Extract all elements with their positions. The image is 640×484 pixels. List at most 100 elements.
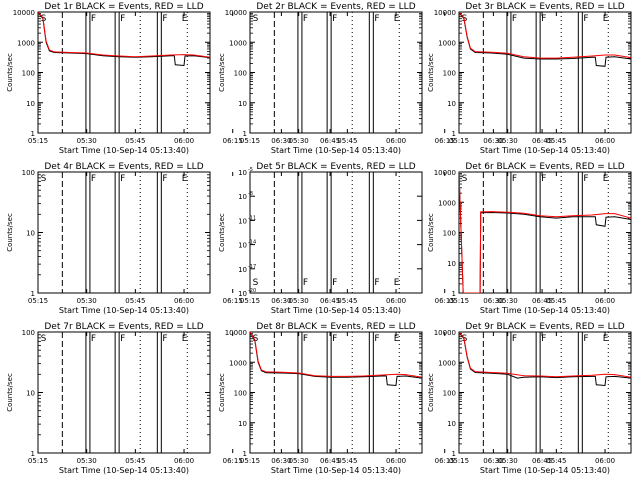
- y-tick-label: 10: [238, 169, 247, 177]
- x-tick-label: 06:15: [223, 457, 243, 465]
- marker-label-f: F: [512, 174, 517, 184]
- x-tick-label: 05:30: [289, 297, 309, 305]
- panel-title: Det 1r BLACK = Events, RED = LLD: [44, 2, 203, 12]
- y-tick-exponent: -5: [248, 167, 253, 173]
- marker-label-f: F: [512, 14, 517, 24]
- panel-1: Det 1r BLACK = Events, RED = LLD Counts/s…: [6, 2, 340, 155]
- y-tick-exponent: -8: [248, 191, 253, 197]
- marker-label-e: E: [182, 174, 188, 184]
- panel-title: Det 8r BLACK = Events, RED = LLD: [256, 322, 415, 332]
- marker-label-e: E: [394, 334, 400, 344]
- y-tick-label: 10000: [225, 9, 247, 17]
- x-tick-label: 05:15: [240, 457, 260, 465]
- x-axis-label: Start Time (10-Sep-14 05:13:40): [271, 466, 401, 475]
- y-tick-label: 10: [238, 290, 247, 298]
- marker-label-f: F: [91, 174, 96, 184]
- panel-title: Det 3r BLACK = Events, RED = LLD: [465, 2, 624, 12]
- x-tick-label: 06:15: [435, 137, 455, 145]
- y-tick-label: 10: [26, 390, 35, 398]
- x-tick-label: 06:15: [435, 457, 455, 465]
- series-lld: [459, 332, 631, 378]
- x-tick-label: 05:45: [546, 137, 566, 145]
- x-tick-label: 06:00: [595, 297, 615, 305]
- marker-label-f: F: [162, 14, 167, 24]
- y-tick-exponent: -17: [248, 264, 256, 270]
- panel-3: Det 3r BLACK = Events, RED = LLD Counts/s…: [427, 2, 632, 155]
- x-axis-label: Start Time (10-Sep-14 05:13:40): [480, 466, 610, 475]
- marker-label-f: F: [162, 174, 167, 184]
- y-tick-label: 100: [234, 390, 247, 398]
- y-tick-label: 10: [447, 100, 456, 108]
- series-lld: [459, 172, 631, 293]
- marker-label-f: F: [541, 14, 546, 24]
- x-tick-label: 05:15: [28, 457, 48, 465]
- marker-label-f: F: [541, 334, 546, 344]
- y-tick-label: 1000: [17, 39, 35, 47]
- y-tick-label: 10000: [434, 329, 456, 337]
- plot-frame: [37, 331, 211, 454]
- x-tick-label: 05:45: [546, 457, 566, 465]
- y-tick-label: 100: [443, 230, 456, 238]
- marker-label-f: F: [374, 334, 379, 344]
- x-tick-label: 05:15: [28, 137, 48, 145]
- x-tick-label: 05:15: [449, 457, 469, 465]
- x-tick-label: 05:30: [498, 457, 518, 465]
- y-axis-label: Counts/sec: [427, 373, 435, 412]
- marker-label-f: F: [332, 14, 337, 24]
- y-tick-label: 10: [238, 242, 247, 250]
- x-tick-label: 05:30: [289, 137, 309, 145]
- panel-5: Det 5r BLACK = Events, RED = LLD Counts/s…: [218, 162, 552, 315]
- marker-label-f: F: [332, 278, 337, 288]
- y-tick-label: 10000: [13, 9, 35, 17]
- marker-label-s: S: [41, 334, 47, 344]
- marker-label-e: E: [603, 334, 609, 344]
- x-tick-label: 06:45: [532, 457, 552, 465]
- y-tick-label: 10: [447, 420, 456, 428]
- y-axis-label: Counts/sec: [6, 373, 14, 412]
- y-tick-label: 10: [238, 100, 247, 108]
- series-events: [459, 172, 631, 293]
- marker-label-e: E: [182, 14, 188, 24]
- y-tick-label: 1000: [229, 39, 247, 47]
- x-tick-label: 05:15: [449, 297, 469, 305]
- y-tick-label: 100: [443, 390, 456, 398]
- x-tick-label: 05:30: [77, 297, 97, 305]
- y-tick-label: 100: [234, 70, 247, 78]
- x-tick-label: 06:00: [386, 457, 406, 465]
- x-tick-label: 05:45: [546, 297, 566, 305]
- y-axis-label: Counts/sec: [6, 53, 14, 92]
- marker-label-f: F: [120, 334, 125, 344]
- y-tick-label: 1000: [438, 359, 456, 367]
- y-tick-exponent: -14: [248, 240, 256, 246]
- y-tick-label: 1: [31, 290, 35, 298]
- x-tick-label: 05:15: [240, 137, 260, 145]
- marker-label-e: E: [394, 14, 400, 24]
- x-axis-label: Start Time (10-Sep-14 05:13:40): [271, 146, 401, 155]
- y-tick-label: 100: [22, 169, 35, 177]
- marker-label-f: F: [512, 334, 517, 344]
- x-tick-label: 06:30: [271, 137, 291, 145]
- marker-label-s: S: [253, 14, 259, 24]
- series-lld: [250, 332, 422, 378]
- x-tick-label: 05:30: [289, 457, 309, 465]
- x-axis-label: Start Time (10-Sep-14 05:13:40): [59, 146, 189, 155]
- plot-frame: [458, 331, 632, 454]
- x-tick-label: 06:45: [320, 297, 340, 305]
- marker-label-f: F: [332, 334, 337, 344]
- marker-label-f: F: [541, 174, 546, 184]
- x-tick-label: 06:00: [595, 137, 615, 145]
- x-axis-label: Start Time (10-Sep-14 05:13:40): [59, 306, 189, 315]
- x-tick-label: 06:15: [435, 297, 455, 305]
- plot-frame: [458, 171, 632, 294]
- panel-4: Det 4r BLACK = Events, RED = LLD Counts/s…: [6, 162, 340, 315]
- x-tick-label: 06:00: [174, 457, 194, 465]
- marker-label-f: F: [91, 14, 96, 24]
- y-axis-label: Counts/sec: [427, 213, 435, 252]
- panel-6: Det 6r BLACK = Events, RED = LLD Counts/s…: [427, 162, 632, 315]
- marker-label-f: F: [303, 278, 308, 288]
- y-tick-label: 1: [31, 130, 35, 138]
- x-tick-label: 06:00: [386, 137, 406, 145]
- panel-7: Det 7r BLACK = Events, RED = LLD Counts/s…: [6, 322, 340, 475]
- x-tick-label: 05:45: [337, 137, 357, 145]
